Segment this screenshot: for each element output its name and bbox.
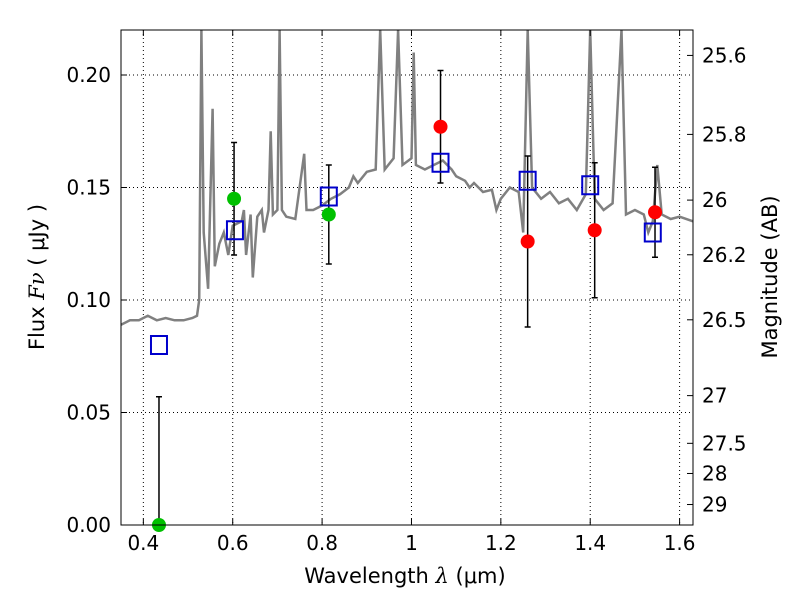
x-tick-label: 0.8 bbox=[306, 531, 338, 555]
model-point bbox=[643, 222, 662, 243]
data-point bbox=[433, 119, 448, 134]
error-bar-layer bbox=[155, 69, 659, 526]
y2-tick-label: 25.8 bbox=[702, 122, 747, 146]
y2-tick-label: 28 bbox=[702, 461, 727, 485]
template-spectrum-line bbox=[121, 30, 693, 326]
y2-tick-label: 27 bbox=[702, 384, 727, 408]
y-tick-label: 0.15 bbox=[66, 176, 111, 200]
y2-axis-label: Magnitude (AB) bbox=[758, 195, 782, 358]
data-point bbox=[520, 234, 535, 249]
x-axis-label: Wavelength λ (μm) bbox=[304, 564, 505, 588]
x-tick-label: 1.4 bbox=[574, 531, 606, 555]
y2-tick-label: 26.5 bbox=[702, 308, 747, 332]
model-point bbox=[431, 152, 450, 173]
data-point bbox=[587, 223, 602, 238]
x-tick-label: 1.6 bbox=[664, 531, 696, 555]
x-tick-label: 0.6 bbox=[217, 531, 249, 555]
y-tick-label: 0.20 bbox=[66, 63, 111, 87]
y2-tick-label: 27.5 bbox=[702, 431, 747, 455]
x-tick-label: 1 bbox=[405, 531, 418, 555]
data-point bbox=[227, 191, 242, 206]
axis-ticks: 0.4 0.6 0.8 1 1.2 1.4 1.6 0.00 0.05 0.10 0.15 0.20 2… bbox=[66, 30, 747, 555]
y-tick-label: 0.00 bbox=[66, 513, 111, 537]
x-tick-label: 1.2 bbox=[485, 531, 517, 555]
plot-frame bbox=[120, 29, 694, 526]
y2-tick-label: 26 bbox=[702, 188, 727, 212]
template-spectrum-layer bbox=[121, 30, 693, 326]
x-tick-label: 0.4 bbox=[127, 531, 159, 555]
model-point bbox=[225, 220, 244, 241]
model-point bbox=[149, 335, 168, 355]
model-point bbox=[581, 175, 600, 196]
y-tick-label: 0.05 bbox=[66, 401, 111, 425]
data-point bbox=[648, 205, 663, 220]
y2-tick-label: 29 bbox=[702, 493, 727, 517]
y-tick-label: 0.10 bbox=[66, 288, 111, 312]
marker-layer bbox=[149, 119, 663, 532]
y2-tick-label: 26.2 bbox=[702, 243, 747, 267]
data-point bbox=[321, 207, 336, 222]
y2-tick-label: 25.6 bbox=[702, 43, 747, 67]
model-point bbox=[319, 186, 338, 207]
model-point bbox=[518, 170, 537, 191]
y-axis-label: Flux Fν ( μJy ) bbox=[25, 204, 49, 350]
